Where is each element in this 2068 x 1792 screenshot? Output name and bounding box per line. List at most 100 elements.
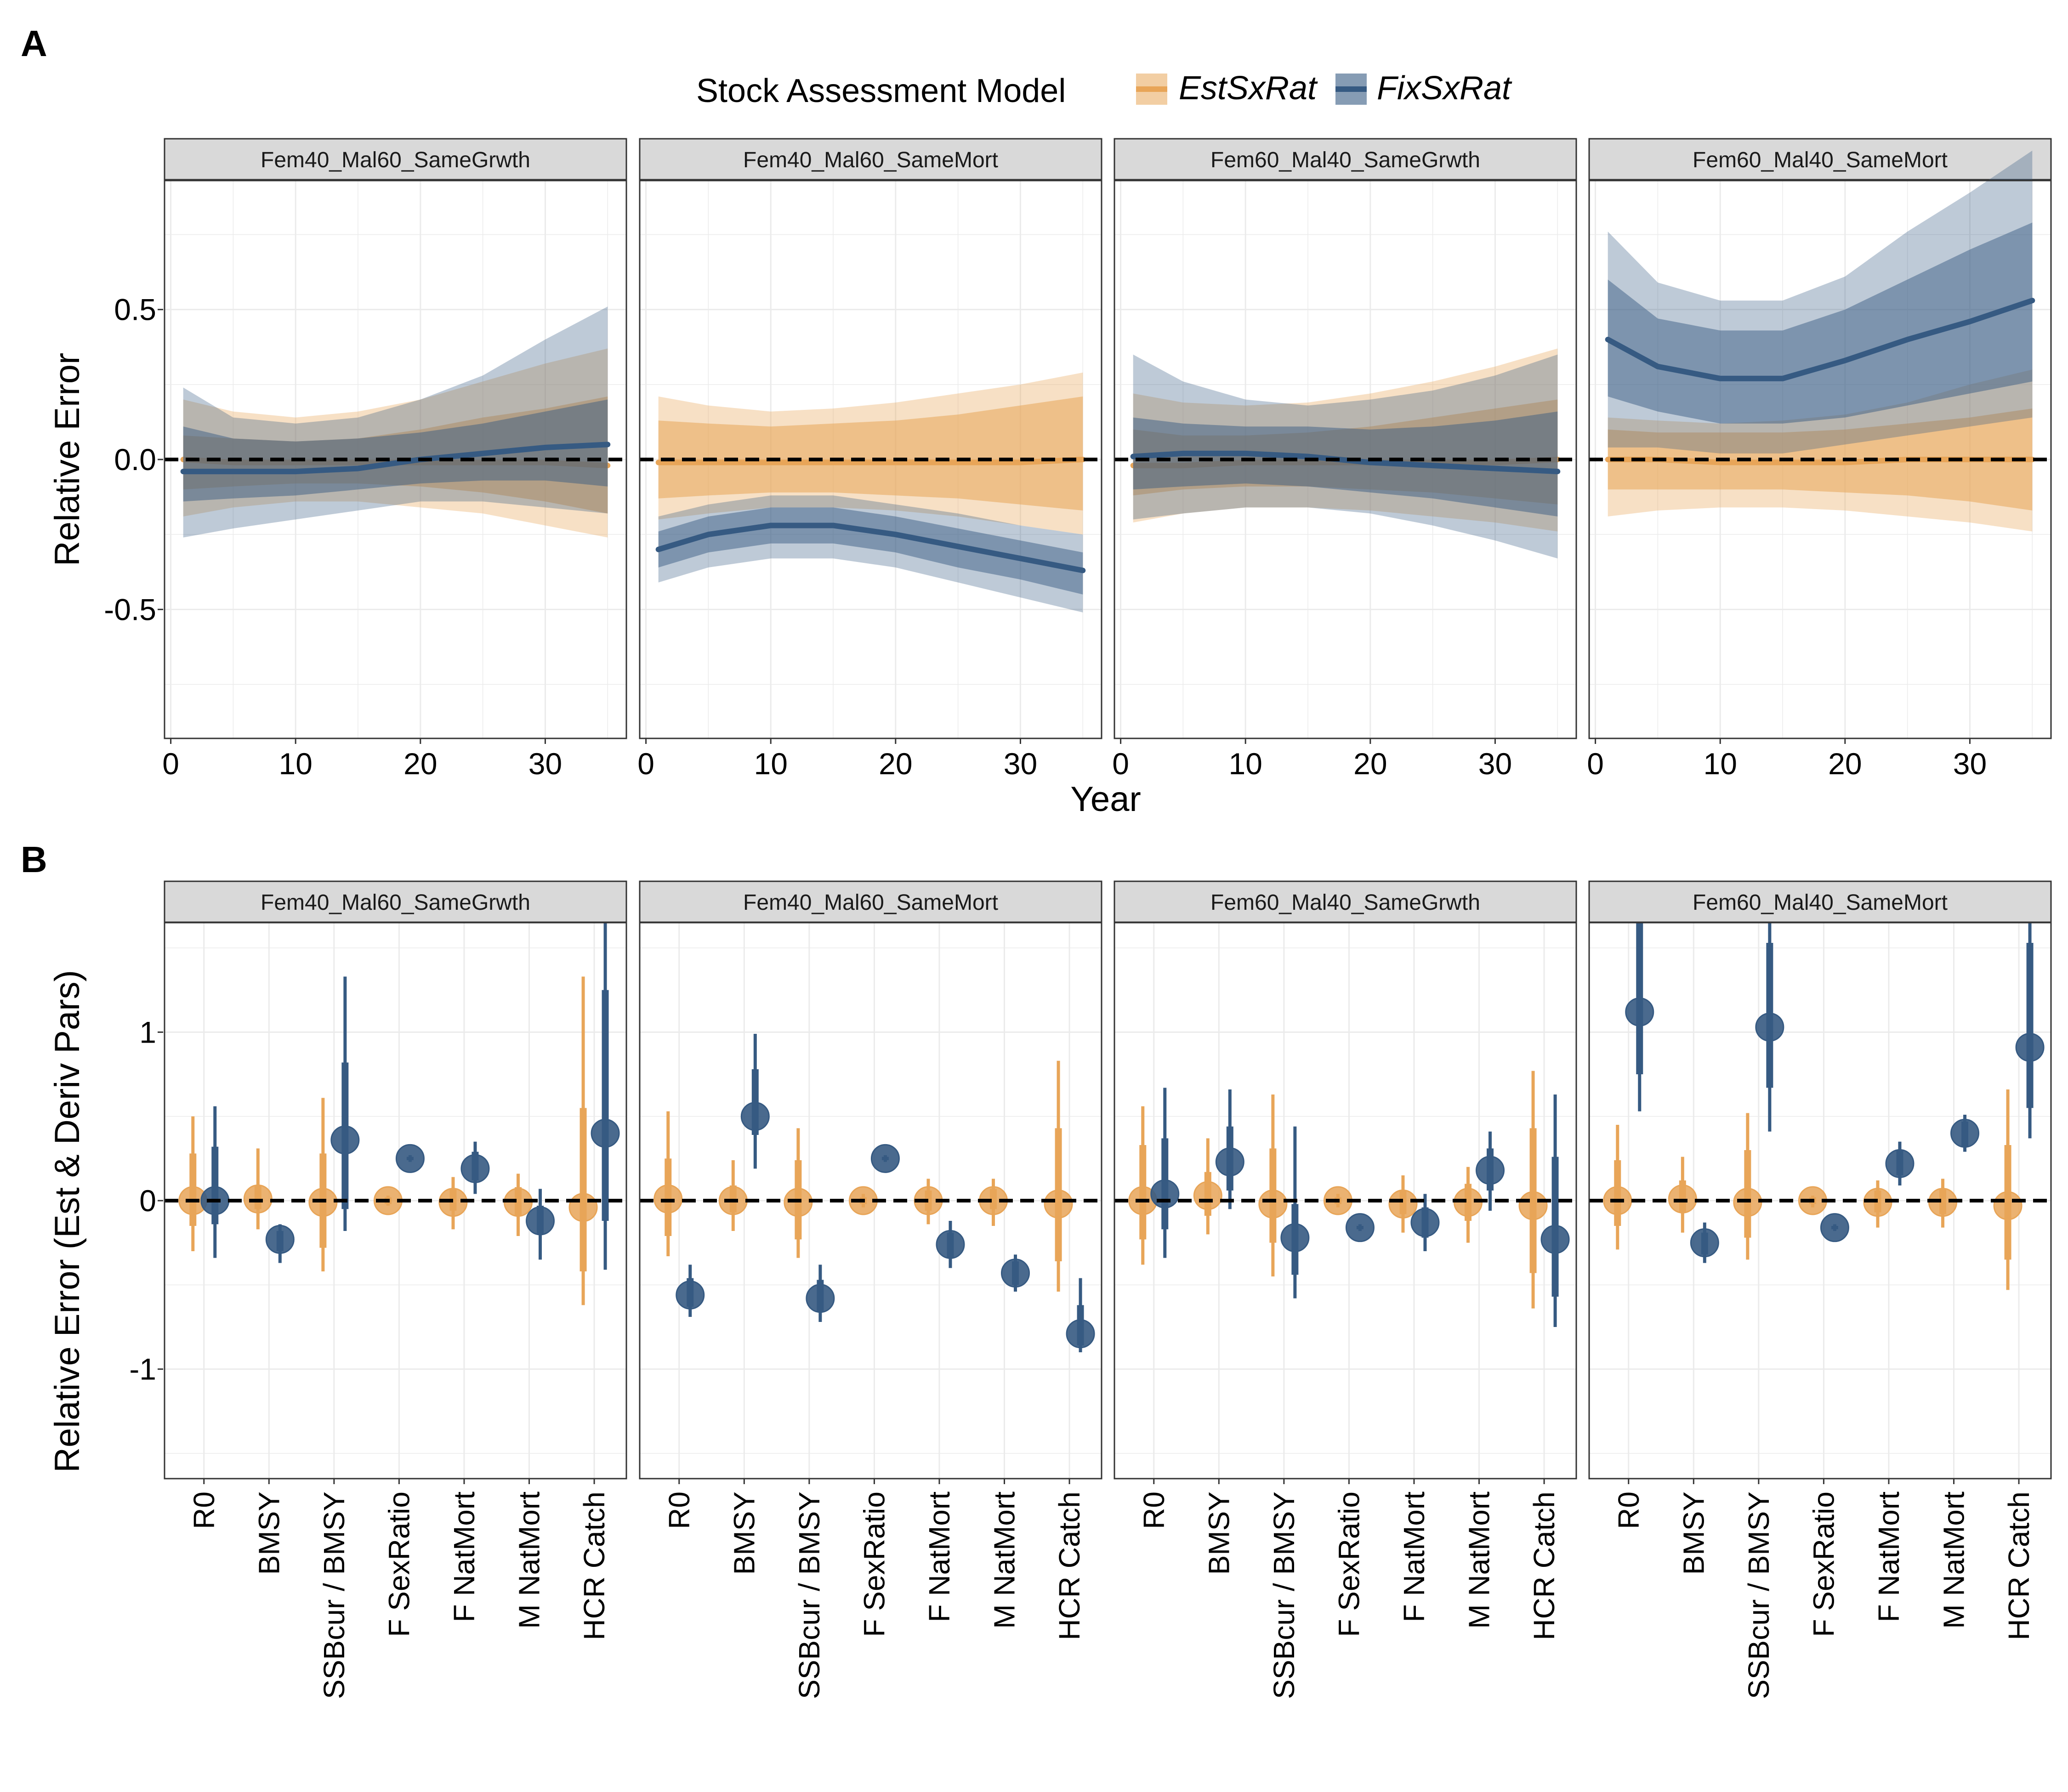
- y-tick-label-a: 0.5: [114, 293, 156, 327]
- facet-a-fem40-mal60-samegrwth: Fem40_Mal60_SameGrwth 0 10 20 30: [162, 138, 627, 781]
- median-point: [591, 1118, 620, 1148]
- inner-interval-band: [658, 396, 1083, 510]
- x-tick-label-a: 30: [1953, 747, 1987, 781]
- legend-label-fix: FixSxRat: [1377, 70, 1512, 107]
- x-category-label: BMSY: [1677, 1491, 1710, 1575]
- x-category-label: R0: [663, 1491, 696, 1529]
- panel-letter-b: B: [21, 839, 47, 880]
- y-tick-label-a: -0.5: [104, 592, 156, 626]
- median-line: [1605, 298, 2035, 381]
- median-point: [1345, 1213, 1375, 1242]
- y-tick-label-b: 0: [139, 1184, 156, 1218]
- x-category-label: R0: [1137, 1491, 1170, 1529]
- median-point: [1388, 1189, 1418, 1219]
- facet-strip: [164, 138, 627, 181]
- series-estsxrat: [1603, 1089, 2023, 1290]
- x-tick-label-a: 10: [1228, 747, 1262, 781]
- x-tick-label-a: 20: [879, 747, 912, 781]
- median-point: [330, 1125, 360, 1155]
- inner-interval-band: [1608, 222, 2033, 424]
- x-category-label: M NatMort: [1463, 1491, 1496, 1629]
- outer-interval-band: [1133, 354, 1558, 559]
- x-category-label: SSBcur / BMSY: [793, 1491, 826, 1699]
- x-category-label: HCR Catch: [2002, 1491, 2035, 1640]
- x-category-label: HCR Catch: [1053, 1491, 1086, 1640]
- median-point: [1820, 1213, 1849, 1242]
- median-point: [870, 1144, 900, 1173]
- median-point: [1518, 1191, 1548, 1220]
- median-point: [1150, 1179, 1180, 1208]
- median-point: [1755, 1012, 1784, 1042]
- facet-strip: [1588, 880, 2052, 923]
- facet-strip-label: Fem40_Mal60_SameMort: [743, 148, 998, 172]
- panel-border: [1114, 922, 1577, 1480]
- median-point: [1215, 1147, 1244, 1177]
- median-point: [2015, 1032, 2045, 1062]
- inner-interval-band: [183, 396, 608, 514]
- x-category-label: F NatMort: [1398, 1491, 1431, 1622]
- x-category-label: F NatMort: [923, 1491, 956, 1622]
- x-tick-label-a: 0: [637, 747, 654, 781]
- x-tick-label-a: 10: [1703, 747, 1737, 781]
- outer-interval-band: [183, 306, 608, 538]
- median-point: [1540, 1225, 1570, 1254]
- y-tick-label-b: -1: [129, 1352, 156, 1386]
- median-point: [460, 1154, 490, 1183]
- series-fixsxrat: [1625, 923, 2045, 1263]
- legend-title: Stock Assessment Model: [696, 73, 1066, 109]
- x-category-label: R0: [187, 1491, 221, 1529]
- y-tick-label-b: 1: [139, 1015, 156, 1049]
- facet-b-fem40-mal60-samegrwth: Fem40_Mal60_SameGrwth R0 BMSY SSBcur / BMSY…: [164, 880, 627, 1699]
- median-point: [568, 1193, 598, 1222]
- x-tick-label-a: 0: [1112, 747, 1129, 781]
- median-line: [180, 442, 611, 475]
- inner-interval-band: [1133, 411, 1558, 516]
- x-category-label: M NatMort: [1937, 1491, 1971, 1629]
- x-tick-label-a: 30: [528, 747, 562, 781]
- facet-strip-label: Fem40_Mal60_SameGrwth: [261, 148, 530, 172]
- x-category-label: F SexRatio: [858, 1491, 891, 1637]
- x-tick-label-a: 30: [1004, 747, 1037, 781]
- median-line: [1605, 457, 2035, 465]
- x-tick-label-a: 20: [1828, 747, 1862, 781]
- x-category-label: F SexRatio: [1807, 1491, 1840, 1637]
- facet-a-fem60-mal40-samemort: Fem60_Mal40_SameMort 0 10 20 30: [1587, 138, 2052, 781]
- median-point: [1950, 1118, 1980, 1148]
- panel-border: [164, 922, 627, 1480]
- median-point: [395, 1144, 425, 1173]
- y-tick-label-a: 0.0: [114, 442, 156, 476]
- x-tick-label-a: 30: [1478, 747, 1512, 781]
- y-axis-title-a: Relative Error: [48, 353, 87, 567]
- median-line: [655, 457, 1086, 465]
- panel-border: [1588, 180, 2052, 739]
- facet-strip-label: Fem60_Mal40_SameMort: [1693, 148, 1948, 172]
- median-line: [1130, 457, 1561, 469]
- median-point: [1280, 1223, 1310, 1253]
- x-category-label: M NatMort: [988, 1491, 1021, 1629]
- inner-interval-band: [183, 399, 608, 502]
- x-category-label: F NatMort: [1872, 1491, 1905, 1622]
- facet-strip-label: Fem60_Mal40_SameMort: [1693, 890, 1948, 915]
- median-point: [676, 1280, 705, 1310]
- x-category-label: R0: [1612, 1491, 1645, 1529]
- series-fixsxrat: [1150, 1088, 1570, 1327]
- inner-interval-band: [1133, 399, 1558, 505]
- x-tick-label-a: 0: [1587, 747, 1604, 781]
- facet-strip-label: Fem40_Mal60_SameGrwth: [261, 890, 530, 915]
- median-point: [265, 1225, 295, 1254]
- panel-border: [639, 922, 1102, 1480]
- series-estsxrat: [1130, 348, 1561, 532]
- x-category-label: HCR Catch: [578, 1491, 611, 1640]
- median-point: [526, 1206, 555, 1236]
- y-axis-title-b: Relative Error (Est & Deriv Pars): [48, 970, 87, 1473]
- facet-strip: [1588, 138, 2052, 181]
- median-point: [806, 1284, 835, 1313]
- facet-b-fem40-mal60-samemort: Fem40_Mal60_SameMort R0 BMSY SSBcur / BMSY F…: [639, 880, 1102, 1699]
- facet-strip: [1114, 138, 1577, 181]
- facet-strip-label: Fem60_Mal40_SameGrwth: [1210, 890, 1480, 915]
- series-fixsxrat: [655, 495, 1086, 612]
- facet-a-fem40-mal60-samemort: Fem40_Mal60_SameMort 0 10 20 30: [637, 138, 1102, 781]
- panel-border: [1114, 180, 1577, 739]
- x-category-label: BMSY: [252, 1491, 285, 1575]
